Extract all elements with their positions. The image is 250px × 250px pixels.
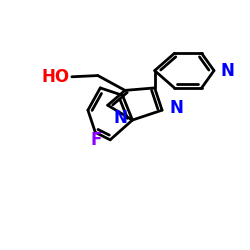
Text: HO: HO (41, 68, 69, 86)
Text: N: N (220, 62, 234, 80)
Text: F: F (90, 131, 102, 149)
Text: N: N (114, 108, 128, 126)
Text: N: N (170, 99, 183, 117)
